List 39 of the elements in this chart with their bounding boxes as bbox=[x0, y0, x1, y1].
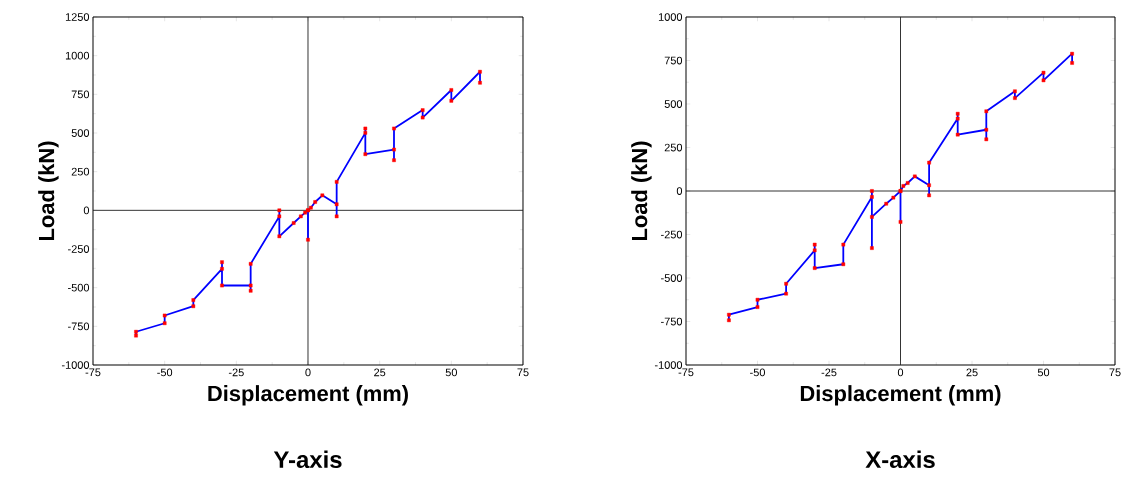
x-tick-label: -75 bbox=[85, 368, 101, 377]
y-tick-label: 1000 bbox=[658, 13, 683, 21]
y-tick-label: -250 bbox=[661, 230, 683, 239]
x-axis-title: Displacement (mm) bbox=[800, 385, 1001, 406]
x-tick-label: -50 bbox=[157, 368, 173, 377]
y-tick-label: -1000 bbox=[61, 361, 90, 369]
x-tick-label: 0 bbox=[305, 368, 311, 377]
y-tick-label: -250 bbox=[68, 245, 90, 253]
x-tick-label: -25 bbox=[821, 368, 837, 377]
x-tick-label: 25 bbox=[374, 368, 386, 377]
x-tick-label: 50 bbox=[1037, 368, 1050, 377]
y-tick-label: 750 bbox=[664, 56, 683, 65]
y-tick-label: 500 bbox=[71, 129, 90, 137]
y-tick-label: 250 bbox=[664, 143, 683, 152]
text: X-axis bbox=[865, 450, 935, 469]
y-tick-label: -500 bbox=[661, 274, 683, 282]
y-tick-label: -1000 bbox=[654, 361, 683, 369]
y-tick-label: -750 bbox=[68, 322, 90, 331]
x-axis-title: Displacement (mm) bbox=[208, 385, 408, 406]
y-tick-label: -500 bbox=[68, 283, 90, 292]
x-tick-label: 75 bbox=[517, 368, 529, 377]
y-tick-label: 1000 bbox=[65, 51, 90, 60]
y-tick-label: 750 bbox=[71, 90, 90, 99]
x-tick-label: 0 bbox=[897, 368, 904, 377]
y-tick-label: 500 bbox=[664, 100, 683, 108]
x-tick-label: 25 bbox=[966, 368, 978, 377]
y-tick-label: 0 bbox=[676, 187, 683, 195]
y-tick-label: 250 bbox=[71, 167, 90, 176]
x-tick-label: -75 bbox=[678, 368, 694, 377]
y-tick-label: 0 bbox=[83, 206, 90, 215]
x-tick-label: 50 bbox=[445, 368, 457, 377]
y-axis-title: Load (kN) bbox=[631, 141, 652, 241]
y-axis-title: Load (kN) bbox=[38, 141, 59, 241]
x-tick-label: 75 bbox=[1109, 368, 1121, 377]
x-tick-label: -50 bbox=[750, 368, 765, 377]
x-tick-label: -25 bbox=[228, 368, 244, 377]
y-tick-label: 1250 bbox=[65, 13, 90, 21]
text: Y-axis bbox=[273, 450, 342, 469]
y-tick-label: -750 bbox=[661, 317, 683, 326]
